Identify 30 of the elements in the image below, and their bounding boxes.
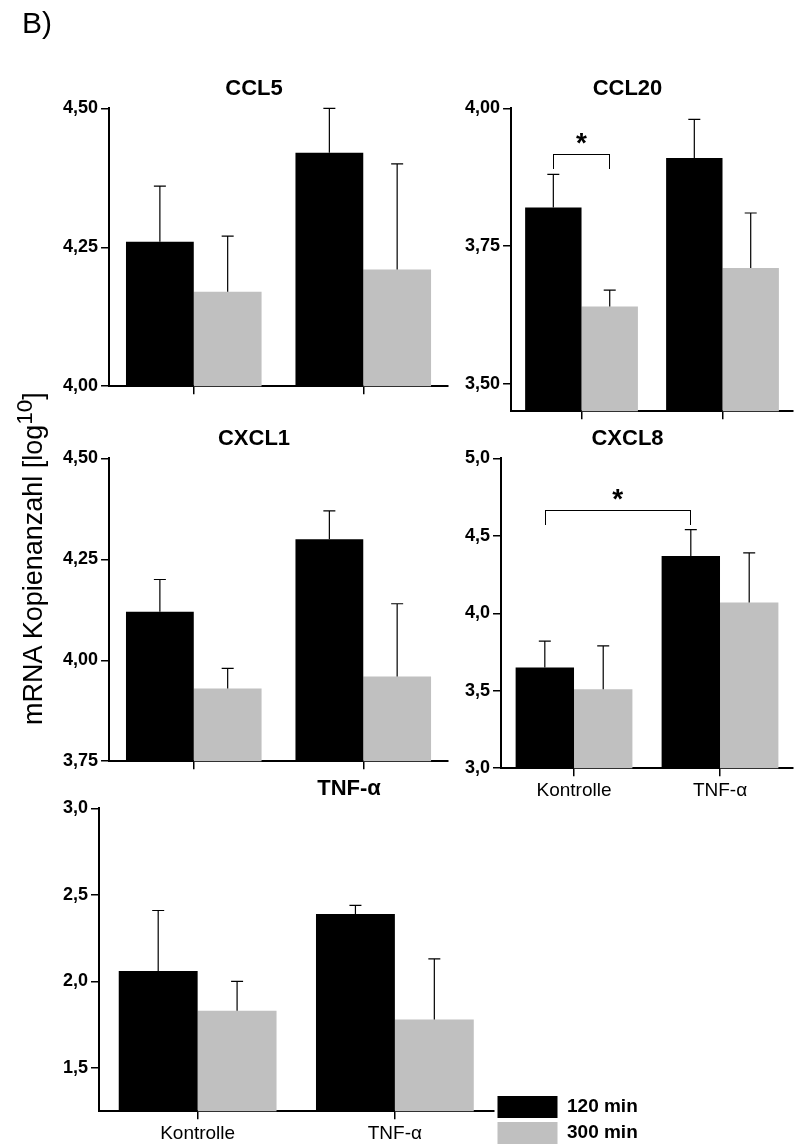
y-tick-label: 4,50 [62,97,99,118]
legend-label: 300 min [567,1121,638,1143]
y-tick-label: 4,25 [62,236,99,257]
annotation: * [576,126,588,158]
y-tick-label: 5,0 [464,447,491,468]
y-tick-label: 3,0 [464,757,491,778]
y-tick-label: 3,50 [464,372,501,393]
chart-title: CCL5 [225,75,283,101]
legend-label: 120 min [567,1095,638,1117]
y-tick-label: 4,00 [62,375,99,396]
y-tick-label: 4,50 [62,447,99,468]
y-tick-label: 3,5 [464,679,491,700]
y-tick-label: 4,00 [62,649,99,670]
text: B) [22,6,52,40]
annotation: * [612,482,624,514]
y-tick-label: 4,00 [464,97,501,118]
y-tick-label: 3,0 [62,797,89,818]
y-tick-label: 4,25 [62,548,99,569]
y-tick-label: 2,5 [62,883,89,904]
y-tick-label: 3,75 [464,235,501,256]
chart-title: CXCL8 [591,425,664,451]
y-tick-label: 4,5 [464,524,491,545]
chart-title: CCL20 [592,75,663,101]
y-tick-label: 1,5 [62,1056,89,1077]
x-tick-label: Kontrolle [536,778,612,800]
y-tick-label: 2,0 [62,970,89,991]
y-tick-label: 3,75 [62,750,99,771]
y-tick-label: 4,0 [464,602,491,623]
x-tick-label: Kontrolle [160,1121,236,1143]
chart-title: CXCL1 [217,425,291,451]
